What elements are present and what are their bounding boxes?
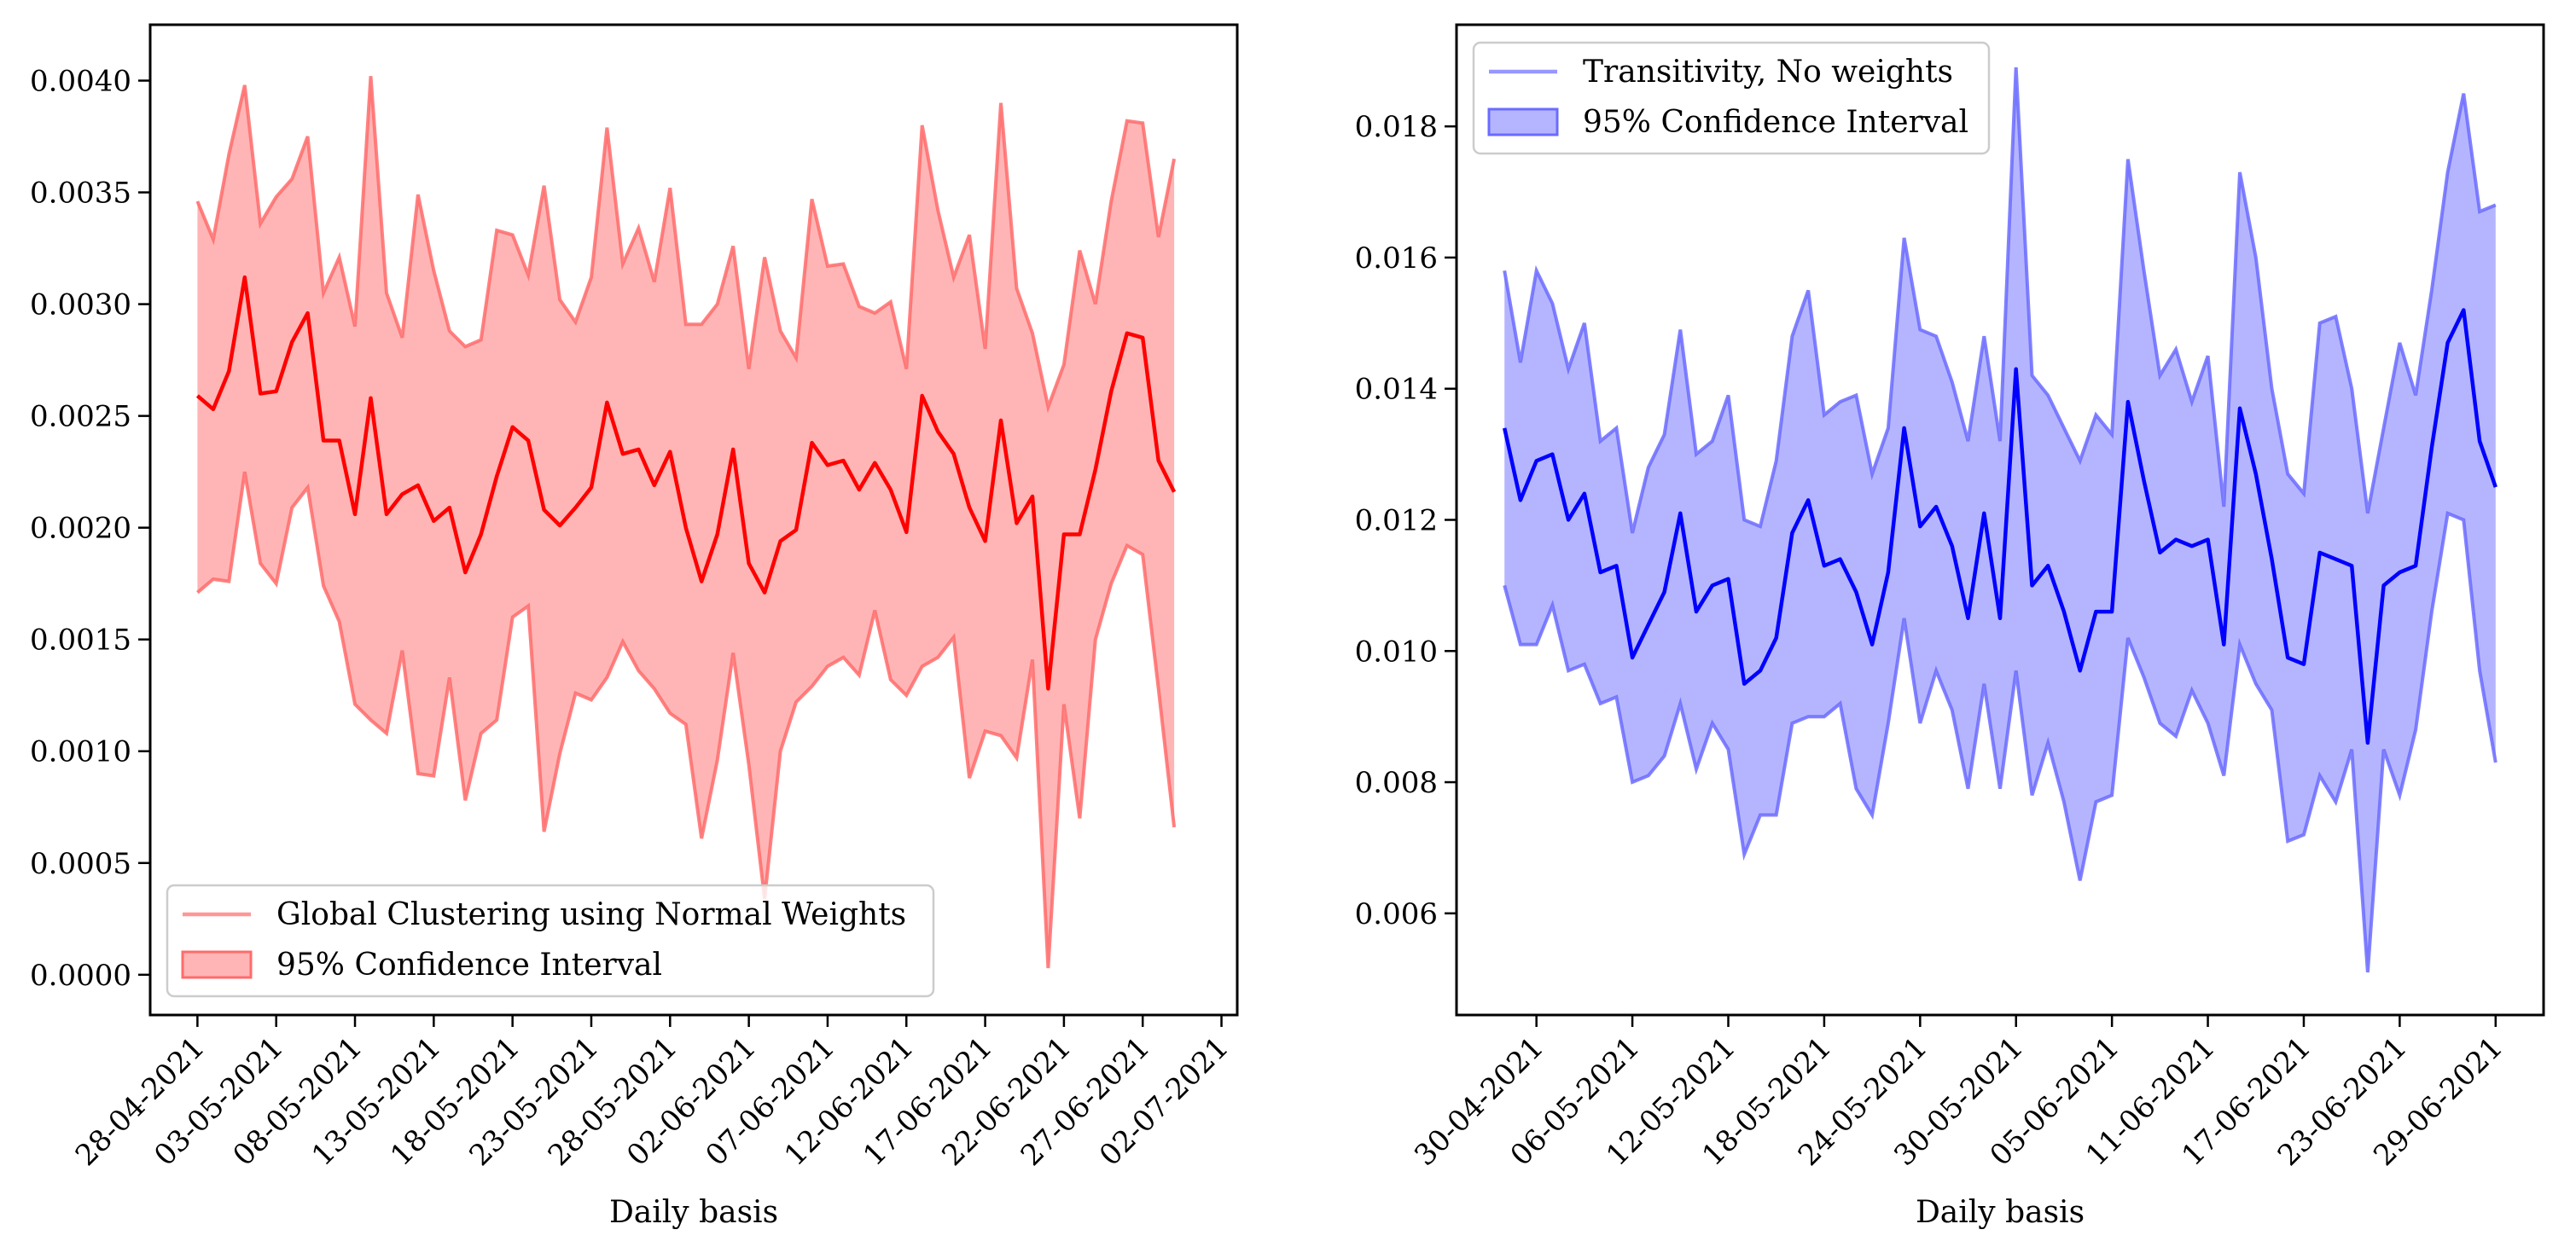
y-tick-label: 0.012 xyxy=(1355,504,1438,538)
left-chart-panel: 0.0000 0.0005 0.0010 0.0015 0.0020 0.0025 0.00… xyxy=(30,23,1239,1230)
legend-label-band: 95% Confidence Interval xyxy=(1583,105,1968,140)
y-tick-label: 0.010 xyxy=(1355,635,1438,669)
legend-label-band: 95% Confidence Interval xyxy=(276,948,662,983)
legend-label-series: Global Clustering using Normal Weights xyxy=(276,897,906,932)
right-chart-panel: 0.0060.0080.0100.0120.0140.0160.01830-04… xyxy=(1355,23,2545,1230)
confidence-band-upper xyxy=(1503,67,2497,534)
legend-label-series: Transitivity, No weights xyxy=(1583,55,1953,90)
y-tick-label: 0.006 xyxy=(1355,897,1438,931)
y-tick-label: 0.014 xyxy=(1355,373,1438,407)
y-tick-label: 0.0025 xyxy=(30,400,131,434)
confidence-band-lower xyxy=(1503,510,2497,973)
y-tick-label: 0.0015 xyxy=(30,624,131,658)
legend-band-swatch xyxy=(181,950,253,979)
legend-box xyxy=(166,884,935,998)
x-axis-label: Daily basis xyxy=(1916,1195,2085,1230)
y-tick-label: 0.0005 xyxy=(30,847,131,881)
series-line xyxy=(195,275,1177,691)
y-tick-label: 0.018 xyxy=(1355,110,1438,144)
y-tick-label: 0.0040 xyxy=(30,65,131,99)
x-axis-label: Daily basis xyxy=(609,1195,778,1230)
legend-box xyxy=(1472,41,1991,155)
legend-band-swatch xyxy=(1487,107,1559,136)
y-tick-label: 0.0010 xyxy=(30,735,131,769)
y-tick-label: 0.016 xyxy=(1355,241,1438,276)
plot-frame xyxy=(148,23,1239,1017)
y-tick-label: 0.0000 xyxy=(30,959,131,993)
confidence-band-lower xyxy=(196,471,1177,969)
legend: Global Clustering using Normal Weights 95… xyxy=(166,884,935,998)
confidence-band-fill xyxy=(1504,67,2496,972)
series-line xyxy=(1503,308,2497,745)
legend: Transitivity, No weights 95% Confidence I… xyxy=(1472,41,1991,155)
y-tick-label: 0.008 xyxy=(1355,766,1438,800)
y-tick-label: 0.0035 xyxy=(30,177,131,211)
confidence-band-upper xyxy=(195,76,1177,414)
y-tick-label: 0.0030 xyxy=(30,288,131,322)
y-tick-label: 0.0020 xyxy=(30,512,131,546)
